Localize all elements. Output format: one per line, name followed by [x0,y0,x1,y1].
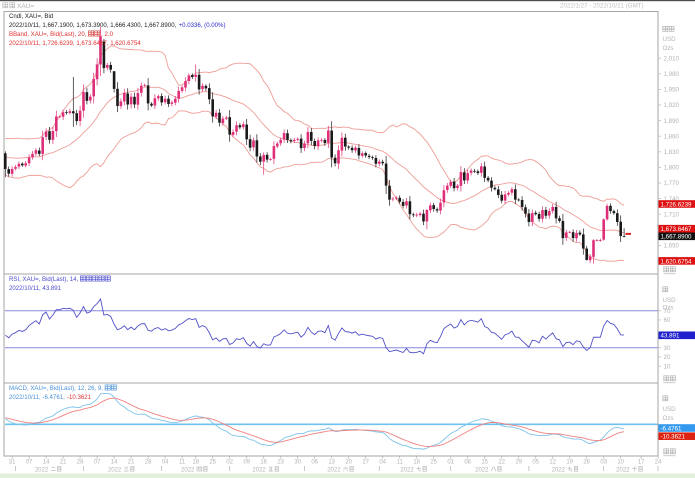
svg-text:2022: 2022 [327,468,341,474]
svg-text:18: 18 [192,460,199,466]
svg-text:1,800: 1,800 [664,165,680,172]
svg-text:1,620.6754: 1,620.6754 [661,258,693,265]
svg-text:15: 15 [481,460,488,466]
svg-text:2022: 2022 [475,468,489,474]
svg-text:18: 18 [413,460,420,466]
svg-text:Ozs: Ozs [663,45,674,52]
svg-text:31: 31 [9,460,16,466]
svg-text:26: 26 [583,460,590,466]
svg-text:2022: 2022 [552,468,566,474]
svg-text:07: 07 [26,460,33,466]
svg-text:1,950: 1,950 [664,87,680,94]
svg-text:-6.4761: -6.4761 [661,425,683,432]
svg-text:2022/1/27 - 2022/10/21 (GMT): 2022/1/27 - 2022/10/21 (GMT) [560,3,644,10]
svg-text:02: 02 [226,460,233,466]
svg-text:25: 25 [209,460,216,466]
svg-text:-10.3621: -10.3621 [661,434,686,441]
svg-text:12: 12 [549,460,556,466]
svg-text:1,710: 1,710 [664,211,680,218]
svg-text:XAU=: XAU= [17,3,34,10]
svg-text:2022: 2022 [252,468,266,474]
svg-text:USD: USD [663,406,677,413]
svg-text:60: 60 [664,317,671,324]
svg-text:16: 16 [260,460,267,466]
svg-text:11: 11 [179,460,186,466]
svg-text:1,890: 1,890 [664,118,680,125]
svg-text:24: 24 [655,460,662,466]
svg-text:43.891: 43.891 [661,333,680,340]
svg-text:, 2.0: , 2.0 [101,31,113,38]
svg-text:03: 03 [600,460,607,466]
svg-text:USD: USD [663,297,677,304]
svg-text:28: 28 [77,460,84,466]
svg-text:1,650: 1,650 [664,243,680,250]
svg-text:10: 10 [664,363,671,370]
svg-text:23: 23 [277,460,284,466]
svg-text:-10.3621: -10.3621 [67,394,92,401]
svg-text:BBand, XAU=, Bid(Last), 20,: BBand, XAU=, Bid(Last), 20, [9,31,87,38]
svg-text:RSI, XAU=, Bid(Last), 14,: RSI, XAU=, Bid(Last), 14, [9,276,79,283]
svg-text:70: 70 [664,308,671,315]
svg-text:28: 28 [145,460,152,466]
svg-text:2022/10/11, -6.4761,: 2022/10/11, -6.4761, [9,394,65,401]
svg-text:06: 06 [311,460,318,466]
svg-text:11: 11 [397,460,404,466]
svg-text:27: 27 [362,460,369,466]
svg-text:Ozs: Ozs [663,415,674,422]
svg-text:09: 09 [243,460,250,466]
svg-text:1,860: 1,860 [664,133,680,140]
svg-text:14: 14 [43,460,50,466]
svg-text:04: 04 [162,460,169,466]
svg-text:22: 22 [498,460,505,466]
svg-text:29: 29 [515,460,522,466]
svg-text:08: 08 [464,460,471,466]
svg-text:1,980: 1,980 [664,71,680,78]
svg-text:1,726.6239: 1,726.6239 [661,201,693,208]
svg-text:2022: 2022 [35,468,49,474]
svg-text:10: 10 [617,460,624,466]
svg-text:2022: 2022 [616,468,630,474]
svg-text:07: 07 [94,460,101,466]
svg-text:30: 30 [294,460,301,466]
svg-text:1,920: 1,920 [664,102,680,109]
svg-text:2,010: 2,010 [664,55,680,62]
svg-text:1,673.6467: 1,673.6467 [661,226,693,233]
svg-text:Ozs: Ozs [663,305,674,312]
svg-text:USD: USD [663,36,677,43]
svg-text:14: 14 [111,460,118,466]
svg-text:25: 25 [430,460,437,466]
svg-text:17: 17 [638,460,645,466]
svg-text:1,667.8900: 1,667.8900 [661,234,693,241]
svg-text:21: 21 [60,460,67,466]
svg-text:1,740: 1,740 [664,196,680,203]
svg-text:2022/10/11, 43.891: 2022/10/11, 43.891 [9,285,62,292]
svg-text:Cndl, XAU=, Bid: Cndl, XAU=, Bid [9,13,53,20]
svg-text:+0.0336, (0.00%): +0.0336, (0.00%) [179,22,226,29]
svg-text:20: 20 [345,460,352,466]
svg-text:20: 20 [664,354,671,361]
svg-text:19: 19 [566,460,573,466]
svg-text:2022/10/11, 1,726.6239, 1,673.: 2022/10/11, 1,726.6239, 1,673.6467, 1,62… [9,40,141,47]
svg-text:04: 04 [379,460,386,466]
svg-text:30: 30 [664,345,671,352]
svg-text:2022: 2022 [108,468,122,474]
svg-text:2022/10/11, 1,667.1900, 1,673.: 2022/10/11, 1,667.1900, 1,673.3900, 1,66… [9,22,177,29]
svg-text:13: 13 [328,460,335,466]
svg-text:01: 01 [447,460,454,466]
svg-text:MACD, XAU=, Bid(Last), 12, 26,: MACD, XAU=, Bid(Last), 12, 26, 9, [9,385,103,392]
svg-text:2022: 2022 [181,468,195,474]
svg-text:1,830: 1,830 [664,149,680,156]
svg-text:2022: 2022 [400,468,414,474]
svg-text:05: 05 [532,460,539,466]
svg-text:1,770: 1,770 [664,180,680,187]
svg-text:21: 21 [128,460,135,466]
